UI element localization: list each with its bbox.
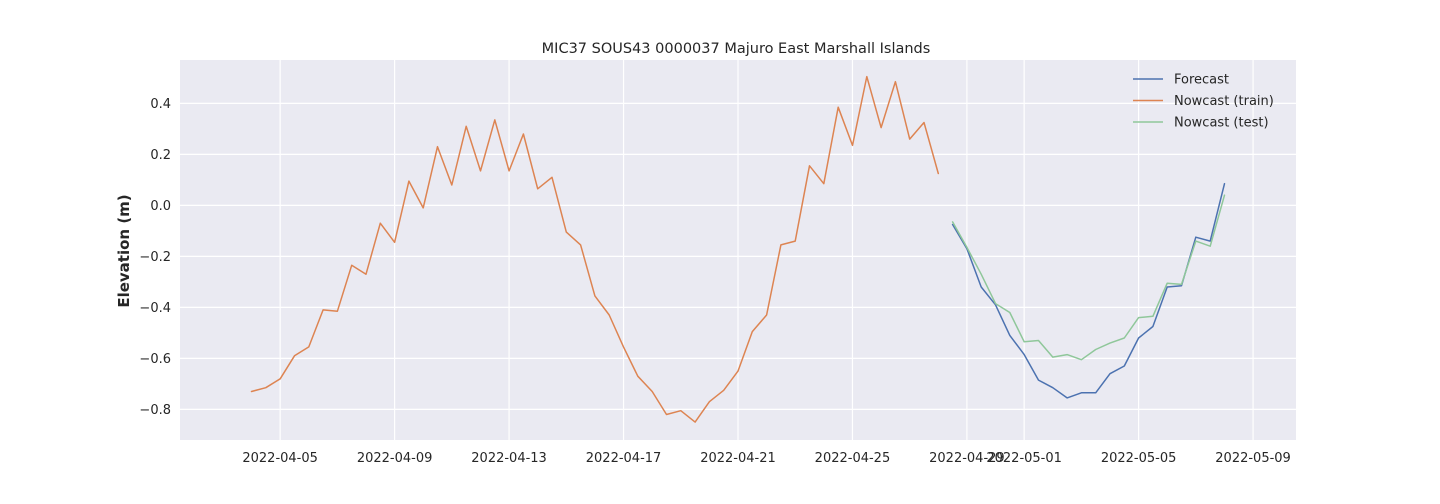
series-layer (250, 75, 1226, 423)
y-tick-labels: 0.4 0.2 0.0 −0.2 −0.4 −0.6 −0.8 (139, 97, 171, 418)
x-tick-labels: 2022-04-05 2022-04-09 2022-04-13 2022-04-17… (242, 451, 1290, 466)
series-line-forecast (951, 182, 1226, 399)
series-line-nowcast-test (951, 194, 1226, 361)
series-line-nowcast-train (250, 75, 940, 423)
x-tick-label: 2022-05-09 (1215, 451, 1291, 466)
x-tick-label: 2022-04-17 (586, 451, 662, 466)
y-tick-label: 0.2 (150, 148, 171, 163)
x-tick-label: 2022-04-09 (357, 451, 433, 466)
x-tick-label: 2022-04-25 (815, 451, 891, 466)
x-tick-label: 2022-04-29 (929, 451, 1005, 466)
y-axis-label: Elevation (m) (115, 194, 133, 307)
y-tick-label: −0.6 (139, 352, 171, 367)
legend: Forecast Nowcast (train) Nowcast (test) (1133, 73, 1274, 131)
grid (180, 60, 1296, 440)
y-tick-label: −0.8 (139, 403, 171, 418)
x-tick-label: 2022-05-01 (986, 451, 1062, 466)
x-tick-label: 2022-04-05 (242, 451, 318, 466)
y-tick-label: −0.4 (139, 301, 171, 316)
x-tick-label: 2022-05-05 (1101, 451, 1177, 466)
x-tick-label: 2022-04-13 (471, 451, 547, 466)
y-tick-label: 0.0 (150, 199, 171, 214)
legend-label: Nowcast (test) (1174, 116, 1269, 131)
legend-label: Nowcast (train) (1174, 94, 1274, 109)
chart-title: MIC37 SOUS43 0000037 Majuro East Marshal… (542, 41, 931, 57)
y-tick-label: 0.4 (150, 97, 171, 112)
x-tick-label: 2022-04-21 (700, 451, 776, 466)
y-tick-label: −0.2 (139, 250, 171, 265)
legend-label: Forecast (1174, 73, 1229, 88)
